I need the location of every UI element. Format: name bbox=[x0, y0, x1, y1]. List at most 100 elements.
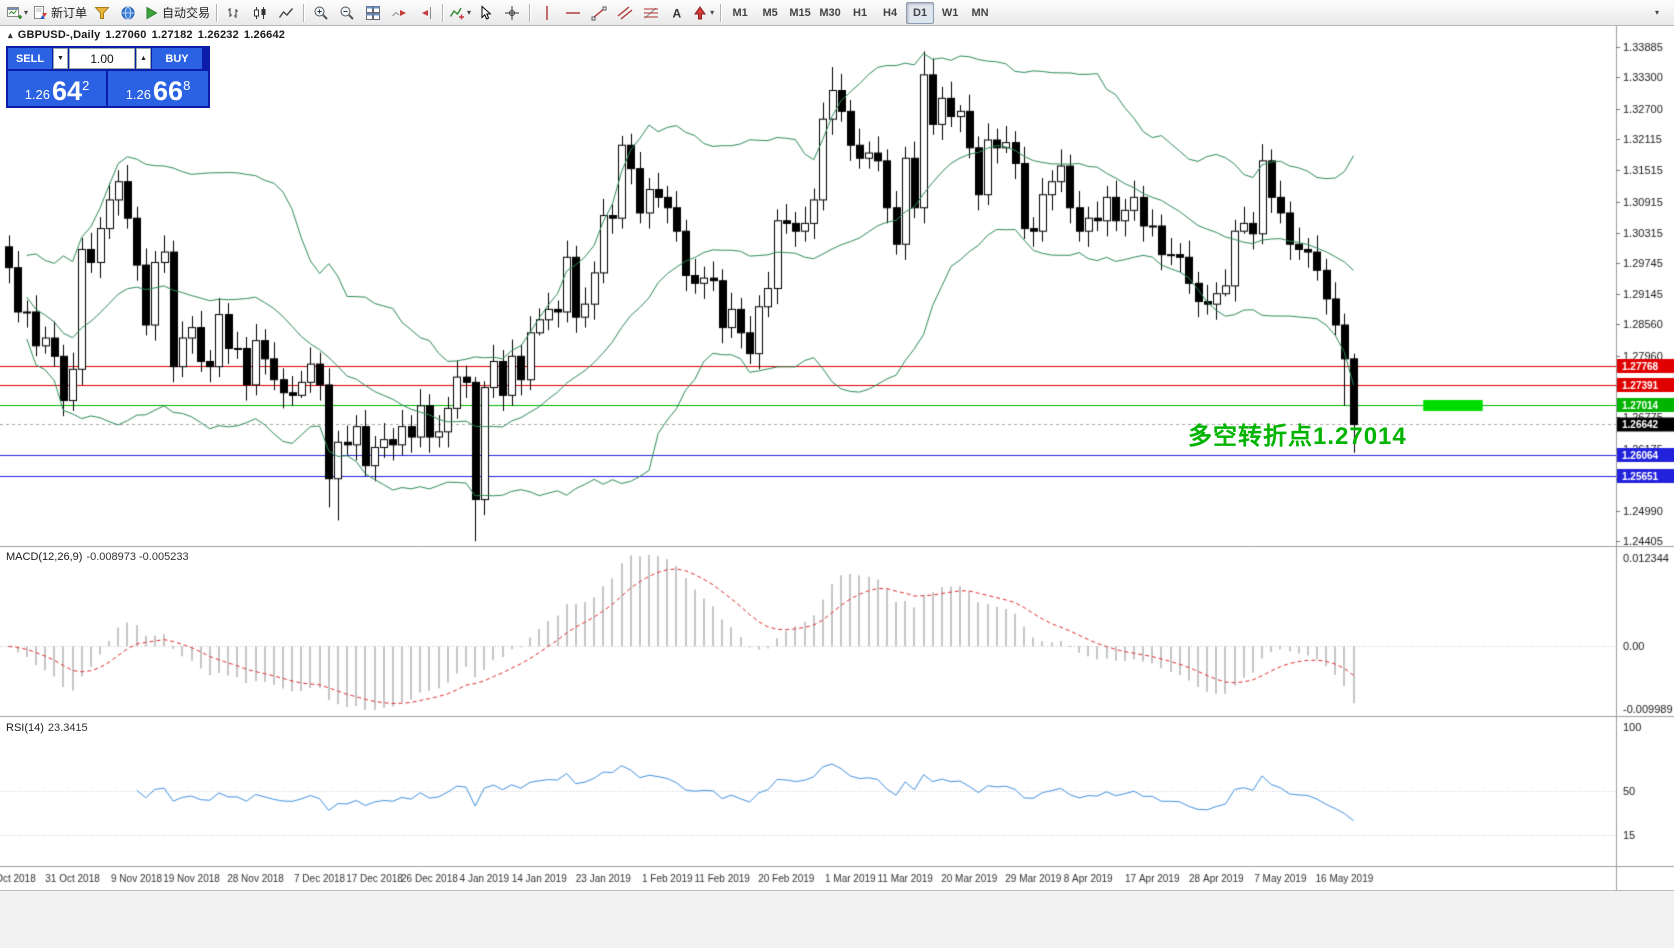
toolbar-overflow-button[interactable]: ▾ bbox=[1644, 2, 1668, 24]
vertical-line-icon bbox=[539, 5, 555, 21]
chart-candles-button[interactable] bbox=[248, 2, 272, 24]
toolbar-separator bbox=[303, 3, 305, 22]
trendline-icon bbox=[591, 5, 607, 21]
svg-text:A: A bbox=[673, 6, 682, 20]
vertical-line-button[interactable] bbox=[535, 2, 559, 24]
buy-price-panel[interactable]: 1.26 66 8 bbox=[108, 71, 208, 106]
autotrading-button[interactable]: 自动交易 bbox=[142, 2, 211, 24]
timeframe-mn-button[interactable]: MN bbox=[971, 6, 989, 19]
chart-bars-button[interactable] bbox=[222, 2, 246, 24]
open-value: 1.27060 bbox=[105, 29, 147, 41]
chevron-down-icon: ▾ bbox=[467, 8, 472, 17]
rsi-value: 23.3415 bbox=[47, 722, 88, 734]
new-order-icon bbox=[32, 5, 48, 21]
crosshair-button[interactable] bbox=[500, 2, 524, 24]
chart-window: ▴ GBPUSD-,Daily 1.27060 1.27182 1.26232 1.266… bbox=[0, 26, 1674, 890]
candlestick-icon bbox=[252, 5, 268, 21]
chart-annotation-text[interactable]: 多空转折点1.27014 bbox=[1188, 423, 1407, 450]
horizontal-line-icon bbox=[565, 5, 581, 21]
high-value: 1.27182 bbox=[151, 29, 193, 41]
chevron-down-icon: ▾ bbox=[24, 8, 29, 17]
buy-button[interactable]: BUY bbox=[152, 48, 202, 69]
tile-windows-button[interactable] bbox=[361, 2, 385, 24]
toolbar-separator bbox=[529, 3, 531, 22]
text-tool-icon: A bbox=[669, 5, 685, 21]
channel-button[interactable] bbox=[613, 2, 637, 24]
chart-line-button[interactable] bbox=[274, 2, 298, 24]
chart-shift-button[interactable] bbox=[413, 2, 437, 24]
price-chart-canvas[interactable] bbox=[0, 26, 1674, 890]
volume-up-button[interactable]: ▲ bbox=[136, 48, 151, 69]
crosshair-icon bbox=[504, 5, 520, 21]
macd-label: MACD(12,26,9) bbox=[6, 551, 83, 563]
triangle-down-icon: ▼ bbox=[57, 55, 64, 62]
volume-down-button[interactable]: ▼ bbox=[53, 48, 68, 69]
profiles-button[interactable] bbox=[90, 2, 114, 24]
triangle-up-icon: ▲ bbox=[140, 55, 147, 62]
timeframe-w1-button[interactable]: W1 bbox=[941, 6, 959, 19]
fibonacci-button[interactable] bbox=[639, 2, 663, 24]
indicators-button[interactable]: ▾ bbox=[448, 2, 472, 24]
line-chart-icon bbox=[278, 5, 294, 21]
zoom-in-button[interactable] bbox=[309, 2, 333, 24]
timeframe-m15-button[interactable]: M15 bbox=[789, 6, 811, 19]
chevron-down-icon: ▾ bbox=[1654, 8, 1659, 17]
fibonacci-icon bbox=[643, 5, 659, 21]
timeframe-h1-button[interactable]: H1 bbox=[853, 6, 868, 19]
timeframe-m30-button[interactable]: M30 bbox=[819, 6, 841, 19]
zoom-in-icon bbox=[313, 5, 329, 21]
cursor-button[interactable] bbox=[474, 2, 498, 24]
rsi-label: RSI(14) bbox=[6, 722, 44, 734]
one-click-trading-panel: SELL ▼ 1.00 ▲ BUY 1.26 64 2 1.26 66 8 bbox=[6, 46, 210, 108]
trendline-button[interactable] bbox=[587, 2, 611, 24]
cursor-icon bbox=[478, 4, 494, 21]
main-toolbar: ▾ 新订单 自动交易 bbox=[0, 0, 1674, 26]
play-icon bbox=[143, 5, 159, 21]
tile-windows-icon bbox=[365, 5, 381, 21]
channel-icon bbox=[617, 5, 633, 21]
symbol-label: GBPUSD-,Daily bbox=[17, 29, 101, 41]
indicators-icon bbox=[449, 5, 465, 21]
text-tool-button[interactable]: A bbox=[665, 2, 689, 24]
buy-price-prefix: 1.26 bbox=[125, 87, 152, 102]
close-value: 1.26642 bbox=[243, 29, 286, 41]
auto-scroll-icon bbox=[391, 5, 407, 21]
horizontal-line-button[interactable] bbox=[561, 2, 585, 24]
buy-price-sup: 8 bbox=[183, 78, 191, 93]
zoom-out-button[interactable] bbox=[335, 2, 359, 24]
sell-price-sup: 2 bbox=[82, 78, 90, 93]
chart-ohlc-header: ▴ GBPUSD-,Daily 1.27060 1.27182 1.26232 1.266… bbox=[8, 29, 290, 41]
toolbar-separator bbox=[720, 3, 722, 22]
new-order-label: 新订单 bbox=[51, 6, 88, 20]
chart-shift-icon bbox=[417, 5, 433, 21]
new-chart-icon bbox=[6, 5, 22, 21]
arrows-tool-icon bbox=[692, 5, 708, 21]
globe-icon bbox=[120, 5, 136, 21]
toolbar-separator bbox=[216, 3, 218, 22]
new-order-button[interactable]: 新订单 bbox=[31, 2, 88, 24]
auto-scroll-button[interactable] bbox=[387, 2, 411, 24]
status-strip bbox=[0, 890, 1674, 948]
funnel-icon bbox=[94, 5, 110, 21]
sell-price-big: 64 bbox=[52, 75, 83, 106]
sell-button[interactable]: SELL bbox=[8, 48, 52, 69]
autotrading-label: 自动交易 bbox=[162, 6, 211, 20]
timeframe-m1-button[interactable]: M1 bbox=[732, 6, 748, 19]
chevron-down-icon: ▾ bbox=[710, 8, 715, 17]
timeframe-m5-button[interactable]: M5 bbox=[762, 6, 778, 19]
timeframe-h4-button[interactable]: H4 bbox=[883, 6, 898, 19]
macd-indicator-header: MACD(12,26,9) -0.008973 -0.005233 bbox=[6, 551, 189, 563]
volume-input[interactable]: 1.00 bbox=[69, 48, 135, 69]
toolbar-separator bbox=[442, 3, 444, 22]
timeframe-d1-button[interactable]: D1 bbox=[906, 1, 935, 24]
new-chart-button[interactable]: ▾ bbox=[5, 2, 29, 24]
sell-price-panel[interactable]: 1.26 64 2 bbox=[8, 71, 106, 106]
zoom-out-icon bbox=[339, 5, 355, 21]
one-click-toggle[interactable]: ▴ bbox=[8, 30, 13, 40]
rsi-indicator-header: RSI(14) 23.3415 bbox=[6, 722, 88, 734]
low-value: 1.26232 bbox=[197, 29, 239, 41]
timeframe-toolbar: M1 M5 M15 M30 H1 H4 D1 W1 MN bbox=[725, 1, 995, 24]
arrows-tool-button[interactable]: ▾ bbox=[691, 2, 715, 24]
community-button[interactable] bbox=[116, 2, 140, 24]
